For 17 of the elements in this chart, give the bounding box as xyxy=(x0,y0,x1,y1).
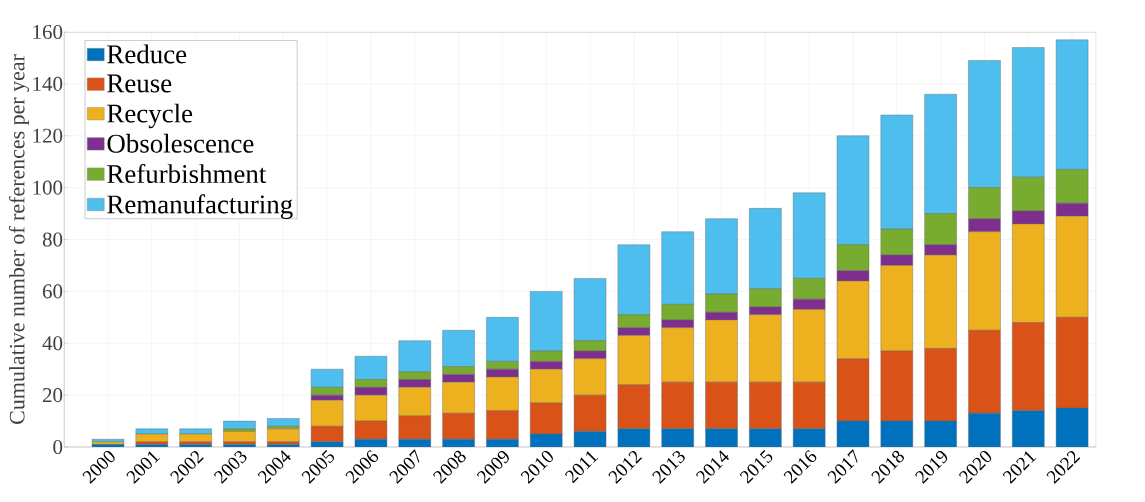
y-tick-label: 0 xyxy=(53,439,63,455)
legend-label: Reuse xyxy=(107,74,172,93)
legend-label: Refurbishment xyxy=(107,163,267,184)
legend-label: Recycle xyxy=(107,103,193,129)
y-tick-label: 160 xyxy=(33,24,63,40)
y-tick-label: 20 xyxy=(42,388,63,403)
y-tick-label: 100 xyxy=(33,180,63,195)
y-tick-label: 80 xyxy=(42,232,63,247)
y-tick-label: 120 xyxy=(33,128,63,143)
y-tick-label: 40 xyxy=(42,336,63,351)
legend-label: Reduce xyxy=(107,44,187,64)
legend-label: Remanufacturing xyxy=(107,194,293,220)
y-tick-label: 60 xyxy=(42,284,63,299)
legend-label: Obsolescence xyxy=(107,133,254,153)
y-axis-title: Cumulative number of references per year xyxy=(8,54,30,424)
y-tick-label: 140 xyxy=(33,76,63,91)
x-tick-label: 2011 xyxy=(564,451,599,484)
